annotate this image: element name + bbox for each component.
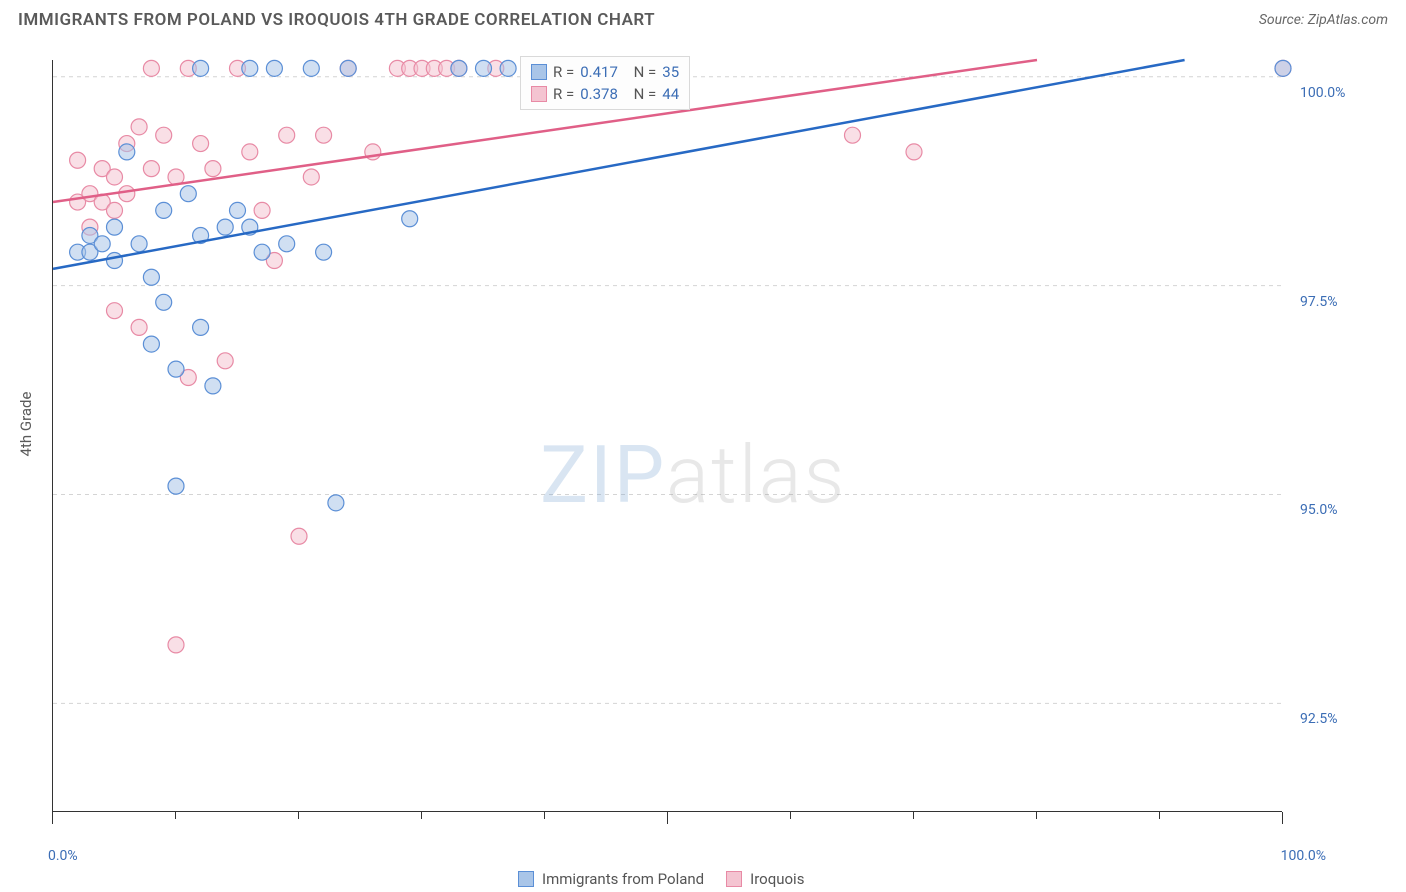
swatch-pink <box>726 871 742 887</box>
legend-row-pink: R = 0.378 N = 44 <box>531 83 679 105</box>
x-axis-min-label: 0.0% <box>48 848 78 864</box>
r-value-blue: 0.417 <box>580 63 618 81</box>
y-tick-label: 100.0% <box>1300 85 1345 101</box>
page-title: IMMIGRANTS FROM POLAND VS IROQUOIS 4TH G… <box>18 10 655 30</box>
scatter-layer <box>53 60 1283 812</box>
swatch-pink <box>531 86 547 102</box>
y-tick-label: 92.5% <box>1300 711 1338 727</box>
legend-item-blue: Immigrants from Poland <box>518 870 704 888</box>
x-tick <box>1159 812 1160 819</box>
correlation-legend: R = 0.417 N = 35 R = 0.378 N = 44 <box>520 56 690 110</box>
grid-layer <box>53 60 1283 812</box>
r-value-pink: 0.378 <box>580 85 618 103</box>
x-axis-max-label: 100.0% <box>1281 848 1326 864</box>
series-legend: Immigrants from Poland Iroquois <box>518 870 804 888</box>
legend-label-blue: Immigrants from Poland <box>542 870 704 888</box>
y-tick-label: 97.5% <box>1300 294 1338 310</box>
x-tick <box>1036 812 1037 819</box>
source-name: ZipAtlas.com <box>1308 12 1388 28</box>
r-label-blue: R = <box>553 63 574 81</box>
swatch-blue <box>518 871 534 887</box>
legend-row-blue: R = 0.417 N = 35 <box>531 61 679 83</box>
r-label-pink: R = <box>553 85 574 103</box>
x-tick <box>667 812 668 824</box>
legend-item-pink: Iroquois <box>726 870 804 888</box>
x-tick <box>175 812 176 819</box>
x-tick <box>421 812 422 819</box>
n-label-blue: N = <box>634 63 657 81</box>
chart-container: 4th Grade 100.0% 97.5% 95.0% 92.5% 0.0% 100… <box>0 48 1406 892</box>
x-tick <box>52 812 53 824</box>
trendline-layer <box>53 60 1283 812</box>
x-tick <box>298 812 299 819</box>
x-tick <box>913 812 914 819</box>
n-label-pink: N = <box>634 85 657 103</box>
swatch-blue <box>531 64 547 80</box>
y-axis-label: 4th Grade <box>17 392 35 457</box>
source-attribution: Source: ZipAtlas.com <box>1259 12 1388 28</box>
plot-area <box>52 60 1282 812</box>
y-tick-label: 95.0% <box>1300 502 1338 518</box>
n-value-blue: 35 <box>662 63 679 81</box>
source-prefix: Source: <box>1259 12 1308 28</box>
x-tick <box>790 812 791 819</box>
legend-label-pink: Iroquois <box>750 870 804 888</box>
x-tick <box>544 812 545 819</box>
n-value-pink: 44 <box>662 85 679 103</box>
x-tick <box>1282 812 1283 824</box>
